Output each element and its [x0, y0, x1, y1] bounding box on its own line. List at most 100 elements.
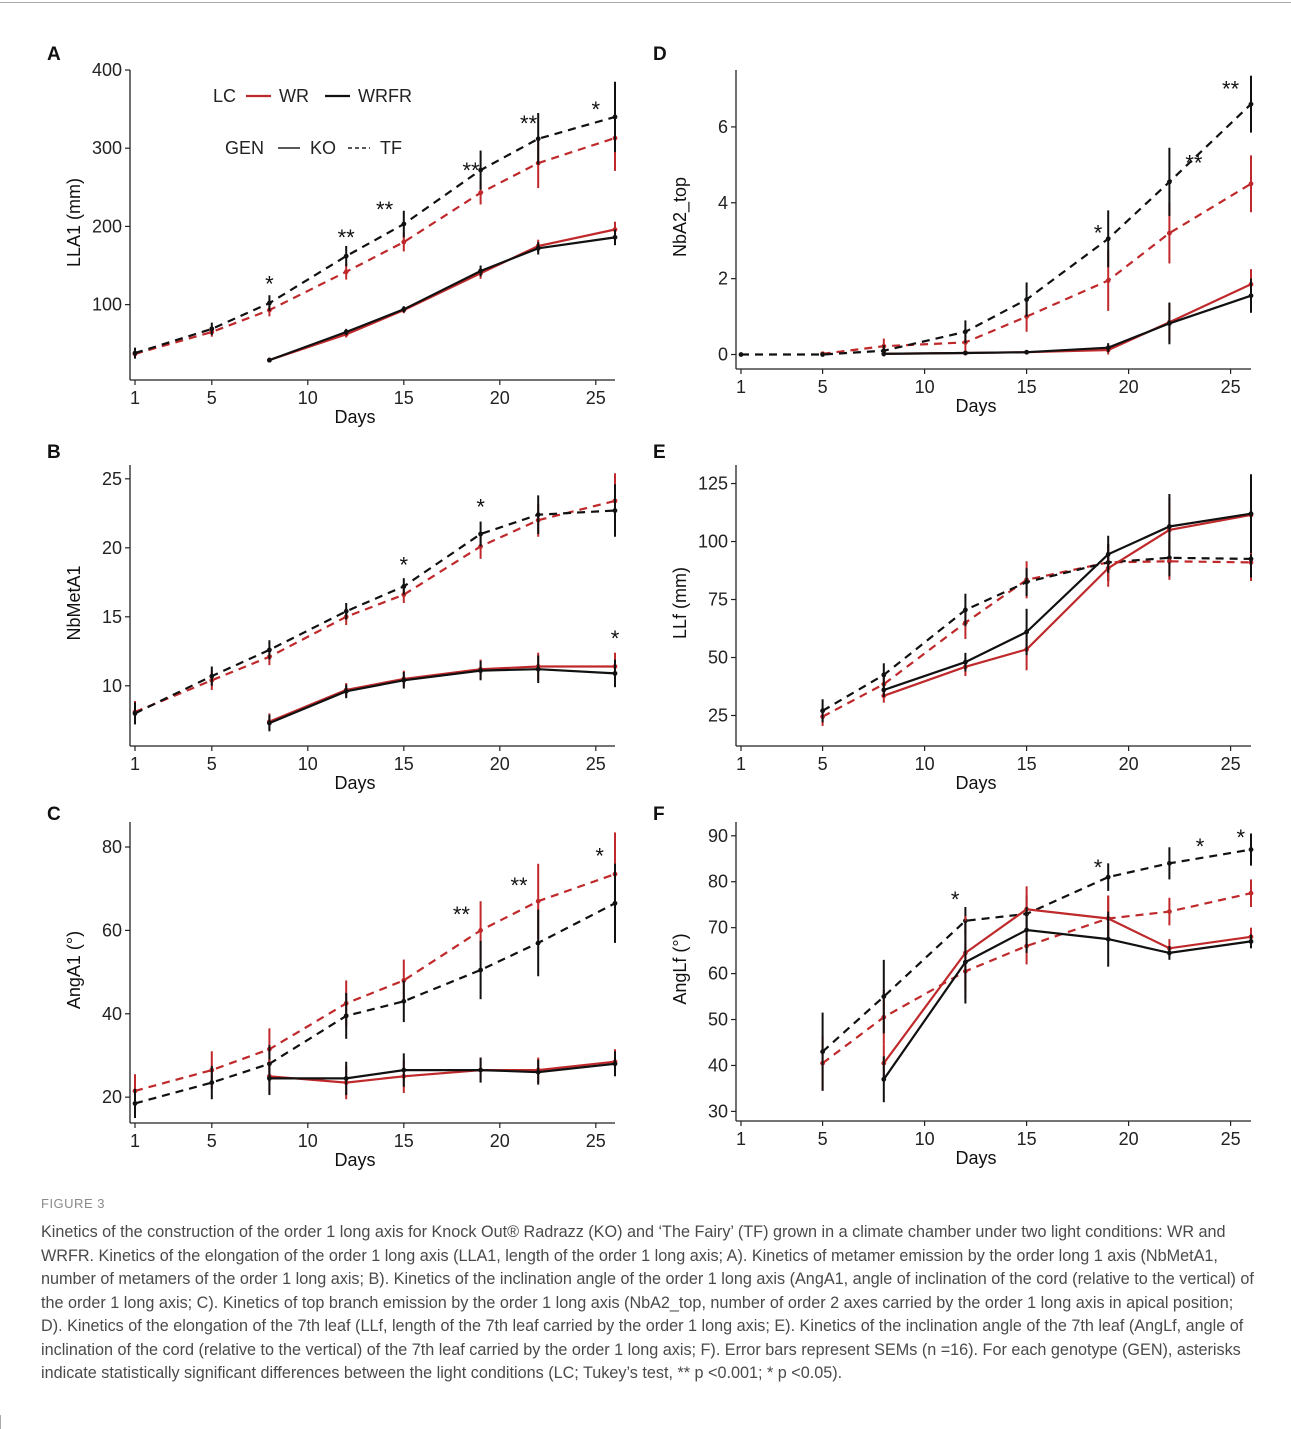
- series-ko-wrfr-e-point: [1167, 524, 1172, 529]
- y-tick-label-a: 400: [92, 60, 122, 80]
- y-tick-label-c: 80: [102, 837, 122, 857]
- series-tf-wrfr-d-point: [1167, 179, 1172, 185]
- y-tick-label-f: 70: [708, 918, 728, 938]
- series-ko-wrfr-a-line: [269, 236, 616, 362]
- series-tf-wrfr-f-point: [1167, 860, 1172, 866]
- y-tick-label-e: 25: [708, 705, 728, 725]
- series-ko-wrfr-f-point: [1167, 950, 1172, 956]
- panel-label-c: C: [47, 804, 61, 825]
- panel-c: 20 40 60 80 1 5 10 15 20 25 Days AngA1 (°) ** ** *: [40, 812, 620, 1172]
- x-tick-label-f: 25: [1221, 1129, 1241, 1149]
- series-ko-wrfr-a-point: [343, 329, 349, 335]
- series-tf-wr-c-point: [478, 927, 483, 933]
- series-tf-wrfr-c-line: [134, 902, 616, 1105]
- series-tf-wr-a-line: [134, 136, 616, 355]
- x-tick-label-b: 20: [490, 754, 510, 774]
- panel-f: 30 40 50 60 70 80 90 1 5 10 15 20 25 Days AngLf (°) * * *…: [646, 812, 1256, 1172]
- x-axis-label-b: Days: [334, 773, 375, 793]
- significance-mark-d: **: [1185, 151, 1203, 176]
- y-axis-label-b: NbMetA1: [64, 565, 84, 640]
- series-ko-wrfr-b-line: [268, 668, 616, 725]
- series-ko-wrfr-d-point: [963, 350, 968, 356]
- y-axis-label-e: LLf (mm): [670, 567, 690, 639]
- significance-mark-f: *: [951, 887, 960, 912]
- x-tick-label-e: 1: [736, 754, 746, 774]
- series-ko-wrfr-e-point: [1105, 551, 1111, 557]
- legend-gen-title: GEN: [225, 138, 264, 158]
- series-tf-wrfr-f-point: [820, 1049, 825, 1055]
- x-tick-label-b: 1: [130, 754, 140, 774]
- series-tf-wrfr-c-point: [401, 998, 407, 1004]
- x-tick-label-e: 20: [1119, 754, 1139, 774]
- y-tick-label-c: 40: [102, 1004, 122, 1024]
- x-tick-label-c: 1: [130, 1131, 140, 1151]
- x-tick-label-f: 10: [915, 1129, 935, 1149]
- series-ko-wrfr-d-point: [1167, 321, 1172, 326]
- series-ko-wrfr-f-point: [1024, 927, 1029, 933]
- series-tf-wrfr-b-point: [267, 647, 272, 653]
- series-ko-wrfr-c-point: [535, 1069, 541, 1075]
- series-tf-wrfr-d-point: [963, 329, 968, 335]
- legend: LC WR WRFR GEN KO TF: [213, 86, 412, 158]
- y-tick-label-e: 75: [708, 590, 728, 610]
- series-tf-wr-a-point: [401, 239, 407, 245]
- series-tf-wrfr-b-point: [535, 512, 541, 518]
- series-tf-wr-b-line: [134, 499, 616, 714]
- series-ko-wrfr-c-point: [612, 1061, 618, 1067]
- series-ko-wrfr-f-line: [882, 928, 1252, 1080]
- legend-label-wr: WR: [279, 86, 309, 106]
- series-tf-wr-c-point: [401, 978, 407, 983]
- series-tf-wrfr-b-point: [401, 584, 407, 589]
- y-axis-label-d: NbA2_top: [670, 177, 691, 257]
- series-tf-wrfr-a-point: [209, 326, 215, 332]
- x-tick-label-c: 10: [298, 1131, 318, 1151]
- series-ko-wrfr-e-point: [881, 687, 887, 693]
- x-tick-label-b: 5: [207, 754, 217, 774]
- y-tick-label-b: 10: [102, 676, 122, 696]
- top-rule: [0, 2, 1291, 3]
- series-tf-wrfr-b-point: [478, 531, 483, 537]
- series-ko-wrfr-a-point: [612, 234, 618, 240]
- y-axis-label-f: AngLf (°): [670, 933, 690, 1004]
- series-tf-wrfr-e-point: [963, 607, 968, 613]
- x-tick-label-c: 25: [586, 1131, 606, 1151]
- y-tick-label-e: 50: [708, 648, 728, 668]
- series-ko-wrfr-c-point: [478, 1067, 483, 1073]
- x-axis-label-a: Days: [334, 407, 375, 427]
- y-tick-label-d: 2: [718, 269, 728, 289]
- y-tick-label-f: 90: [708, 826, 728, 846]
- series-tf-wrfr-d-point: [1248, 101, 1254, 107]
- series-ko-wrfr-a-point: [535, 245, 541, 251]
- x-tick-label-e: 5: [818, 754, 828, 774]
- series-ko-wrfr-f-point: [963, 959, 968, 965]
- series-ko-wrfr-e-point: [963, 659, 968, 665]
- x-tick-label-a: 5: [207, 388, 217, 408]
- series-tf-wr-f-point: [1248, 890, 1254, 896]
- significance-mark-b: *: [400, 553, 409, 578]
- x-tick-label-f: 5: [818, 1129, 828, 1149]
- series-tf-wrfr-a-point: [612, 114, 618, 120]
- series-tf-wrfr-f-point: [1105, 874, 1111, 880]
- series-tf-wrfr-c-point: [132, 1101, 138, 1106]
- x-tick-label-e: 15: [1017, 754, 1037, 774]
- panel-label-a: A: [47, 44, 61, 65]
- series-ko-wr-b-line: [268, 665, 615, 723]
- y-tick-label-a: 100: [92, 295, 122, 315]
- series-tf-wrfr-d-point: [1105, 236, 1111, 242]
- significance-mark-f: *: [1196, 834, 1205, 859]
- significance-mark-d: *: [1094, 221, 1103, 246]
- series-ko-wrfr-a-point: [267, 357, 272, 363]
- x-tick-label-d: 5: [818, 377, 828, 397]
- series-ko-wrfr-d-point: [1248, 293, 1254, 299]
- series-ko-wrfr-f-point: [881, 1076, 887, 1082]
- x-axis-label-f: Days: [955, 1148, 996, 1168]
- series-tf-wrfr-e-point: [1248, 556, 1254, 562]
- y-tick-label-a: 200: [92, 216, 122, 236]
- panel-label-f: F: [653, 804, 665, 825]
- series-tf-wr-d-point: [1167, 230, 1172, 236]
- y-tick-label-a: 300: [92, 138, 122, 158]
